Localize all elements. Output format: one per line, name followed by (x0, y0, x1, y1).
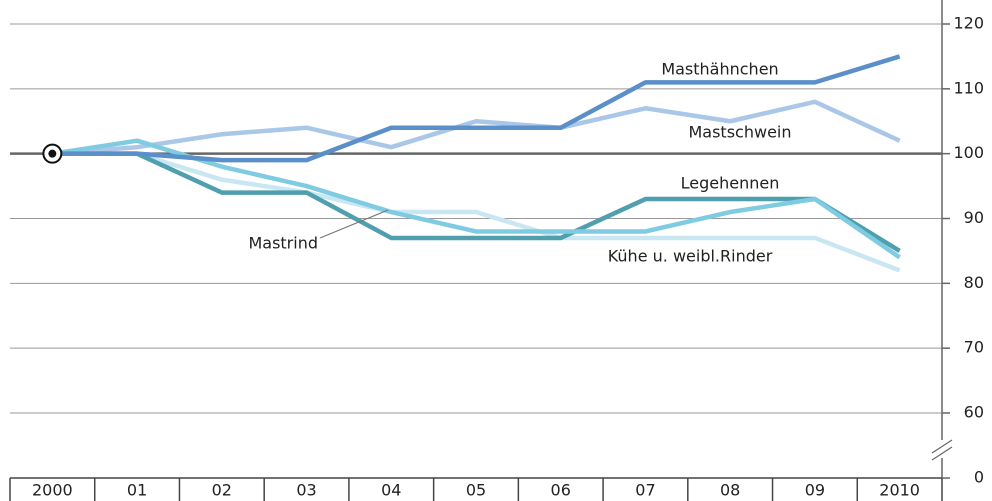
x-tick-label: 01 (127, 481, 147, 500)
y-tick-label: 80 (964, 273, 984, 292)
series-line (52, 151, 901, 273)
y-tick-label: 110 (953, 78, 984, 97)
x-tick-label: 02 (212, 481, 232, 500)
series-label: Mastschwein (688, 123, 791, 142)
series-line (52, 99, 901, 156)
y-tick-label: 70 (964, 338, 984, 357)
series-label: Mastrind (248, 234, 318, 253)
x-tick-label: 09 (805, 481, 825, 500)
series-line (52, 151, 901, 253)
x-tick-label: 2000 (32, 481, 73, 500)
leader-line (319, 209, 389, 239)
x-tick-label: 06 (551, 481, 571, 500)
y-tick-label: 100 (953, 143, 984, 162)
series-label: Kühe u. weibl.Rinder (608, 247, 773, 266)
y-tick-label: 60 (964, 403, 984, 422)
axis-break (931, 439, 953, 461)
y-tick-label: 120 (953, 14, 984, 33)
base-marker-dot (48, 149, 57, 158)
series-label: Masthähnchen (661, 60, 778, 79)
x-tick-label: 08 (720, 481, 740, 500)
x-tick-label: 07 (635, 481, 655, 500)
series-label: Legehennen (681, 174, 780, 193)
x-tick-label: 2010 (879, 481, 920, 500)
x-tick-label: 04 (381, 481, 401, 500)
y-tick-label: 0 (974, 468, 984, 487)
y-tick-label: 90 (964, 208, 984, 227)
series-line (52, 54, 901, 163)
x-tick-label: 05 (466, 481, 486, 500)
x-tick-label: 03 (296, 481, 316, 500)
